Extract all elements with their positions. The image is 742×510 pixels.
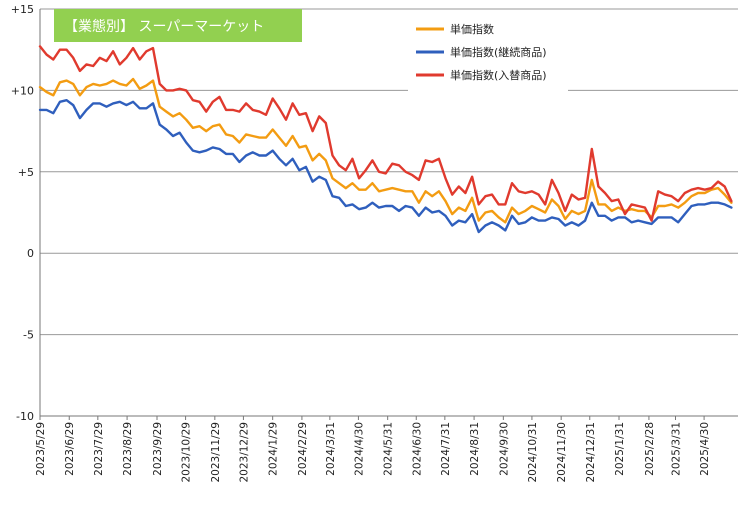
y-tick-label-3: 0 <box>27 247 34 260</box>
x-tick-label-9: 2024/2/29 <box>297 422 309 476</box>
series-lines <box>38 45 733 234</box>
x-tick-label-10: 2024/3/31 <box>325 422 337 476</box>
x-tick-label-20: 2025/1/31 <box>614 422 626 476</box>
chart-title-background <box>54 9 302 42</box>
series-line-0 <box>38 77 733 224</box>
legend-label-0: 単価指数 <box>450 22 494 36</box>
chart-title-box: 【業態別】 スーパーマーケット <box>54 9 302 42</box>
x-tick-label-11: 2024/4/30 <box>353 422 365 476</box>
legend-label-2: 単価指数(入替商品) <box>450 68 547 82</box>
x-axis-ticks: 2023/5/29 2023/6/29 2023/7/29 2023/8/29 2023… <box>35 416 711 483</box>
x-tick-label-17: 2024/10/31 <box>527 422 539 483</box>
x-tick-label-23: 2025/4/30 <box>699 422 711 476</box>
x-tick-label-18: 2024/11/30 <box>556 422 568 483</box>
x-tick-label-8: 2024/1/29 <box>268 422 280 476</box>
x-tick-label-3: 2023/8/29 <box>122 422 134 476</box>
x-tick-label-19: 2024/12/31 <box>585 422 597 483</box>
x-tick-label-15: 2024/8/31 <box>469 422 481 476</box>
x-tick-label-0: 2023/5/29 <box>35 422 47 476</box>
y-tick-label-5: -10 <box>16 410 34 423</box>
legend-label-1: 単価指数(継続商品) <box>450 45 547 59</box>
x-tick-label-16: 2024/9/30 <box>498 422 510 476</box>
y-tick-label-1: +10 <box>11 84 34 97</box>
x-tick-label-5: 2023/10/29 <box>181 422 193 483</box>
x-tick-label-1: 2023/6/29 <box>64 422 76 476</box>
series-line-1 <box>38 98 733 234</box>
x-tick-label-7: 2023/12/29 <box>238 422 250 483</box>
x-tick-label-4: 2023/9/29 <box>152 422 164 476</box>
axes <box>39 9 738 417</box>
y-tick-label-4: -5 <box>23 329 34 342</box>
x-tick-label-12: 2024/5/31 <box>383 422 395 476</box>
x-tick-label-13: 2024/6/30 <box>411 422 423 476</box>
series-line-2 <box>38 45 733 222</box>
y-tick-label-0: +15 <box>11 3 34 16</box>
y-tick-label-2: +5 <box>18 166 34 179</box>
x-tick-label-14: 2024/7/31 <box>440 422 452 476</box>
x-tick-label-21: 2025/2/28 <box>644 422 656 476</box>
x-tick-label-6: 2023/11/29 <box>210 422 222 483</box>
x-tick-label-2: 2023/7/29 <box>93 422 105 476</box>
chart-title: 【業態別】 スーパーマーケット <box>64 19 264 35</box>
y-axis-ticks: +15 +10 +5 0 -5 -10 <box>11 3 34 423</box>
x-tick-label-22: 2025/3/31 <box>671 422 683 476</box>
